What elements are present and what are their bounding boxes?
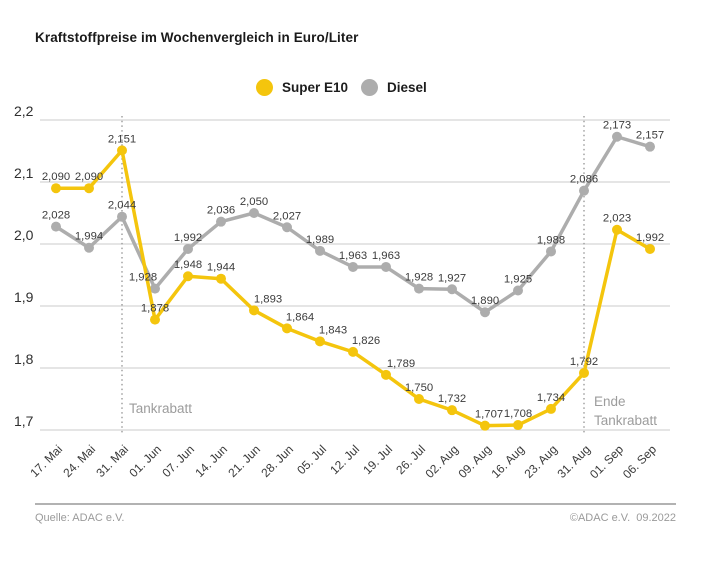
svg-text:09. Aug: 09. Aug: [455, 442, 494, 481]
svg-text:2,086: 2,086: [570, 174, 598, 186]
svg-text:2,023: 2,023: [603, 213, 631, 225]
svg-text:1,925: 1,925: [504, 274, 532, 286]
svg-text:02. Aug: 02. Aug: [422, 442, 461, 481]
svg-text:16. Aug: 16. Aug: [488, 442, 527, 481]
svg-text:1,963: 1,963: [372, 250, 400, 262]
svg-text:24. Mai: 24. Mai: [60, 442, 98, 480]
svg-text:2,173: 2,173: [603, 120, 631, 132]
svg-text:1,708: 1,708: [504, 408, 532, 420]
svg-text:17. Mai: 17. Mai: [27, 442, 65, 480]
svg-text:2,090: 2,090: [42, 171, 70, 183]
svg-text:05. Jul: 05. Jul: [294, 442, 329, 477]
svg-text:19. Jul: 19. Jul: [360, 442, 395, 477]
svg-text:01. Sep: 01. Sep: [587, 442, 626, 481]
svg-text:1,864: 1,864: [286, 311, 314, 323]
svg-text:01. Jun: 01. Jun: [126, 442, 164, 480]
svg-text:12. Jul: 12. Jul: [327, 442, 362, 477]
svg-text:14. Jun: 14. Jun: [192, 442, 230, 480]
svg-text:1,988: 1,988: [537, 234, 565, 246]
svg-text:1,893: 1,893: [254, 293, 282, 305]
svg-text:06. Sep: 06. Sep: [620, 442, 659, 481]
svg-text:2,2: 2,2: [14, 103, 34, 119]
annotation-tankrabatt: Tankrabatt: [129, 401, 193, 416]
svg-text:2,027: 2,027: [273, 210, 301, 222]
svg-text:23. Aug: 23. Aug: [521, 442, 560, 481]
svg-text:1,843: 1,843: [319, 324, 347, 336]
legend-dot-super-e10: [256, 79, 273, 96]
svg-text:2,090: 2,090: [75, 171, 103, 183]
svg-text:2,1: 2,1: [14, 165, 34, 181]
svg-text:21. Jun: 21. Jun: [225, 442, 263, 480]
svg-text:1,732: 1,732: [438, 393, 466, 405]
legend-label-super-e10: Super E10: [282, 80, 349, 95]
svg-text:1,992: 1,992: [636, 232, 664, 244]
svg-text:1,944: 1,944: [207, 262, 235, 274]
svg-text:1,750: 1,750: [405, 382, 433, 394]
svg-text:2,151: 2,151: [108, 133, 136, 145]
footer-copyright: ©ADAC e.V. 09.2022: [569, 512, 676, 524]
footer: Quelle: ADAC e.V. ©ADAC e.V. 09.2022: [35, 512, 676, 524]
svg-text:31. Mai: 31. Mai: [93, 442, 131, 480]
svg-text:1,989: 1,989: [306, 234, 334, 246]
svg-text:1,928: 1,928: [129, 272, 157, 284]
svg-text:1,963: 1,963: [339, 250, 367, 262]
svg-text:1,948: 1,948: [174, 259, 202, 271]
svg-text:1,826: 1,826: [352, 335, 380, 347]
svg-text:2,028: 2,028: [42, 210, 70, 222]
page-title: Kraftstoffpreise im Wochenvergleich in E…: [35, 30, 359, 45]
svg-text:1,7: 1,7: [14, 413, 34, 429]
svg-text:1,792: 1,792: [570, 356, 598, 368]
svg-text:1,8: 1,8: [14, 351, 34, 367]
svg-text:1,789: 1,789: [387, 358, 415, 370]
svg-text:1,734: 1,734: [537, 392, 565, 404]
svg-text:1,890: 1,890: [471, 295, 499, 307]
svg-text:2,0: 2,0: [14, 227, 34, 243]
svg-text:31. Aug: 31. Aug: [554, 442, 593, 481]
svg-text:2,157: 2,157: [636, 130, 664, 142]
svg-text:07. Jun: 07. Jun: [159, 442, 197, 480]
svg-text:1,927: 1,927: [438, 272, 466, 284]
svg-text:1,707: 1,707: [475, 409, 503, 421]
svg-text:28. Jun: 28. Jun: [258, 442, 296, 480]
svg-text:2,044: 2,044: [108, 200, 136, 212]
footer-source: Quelle: ADAC e.V.: [35, 512, 125, 524]
legend-dot-diesel: [361, 79, 379, 96]
annotation-ende-tankrabatt: Ende Tankrabatt: [594, 394, 658, 428]
footer-divider: [35, 503, 676, 505]
svg-text:2,050: 2,050: [240, 196, 268, 208]
chart-legend: Super E10 Diesel: [256, 79, 427, 96]
legend-label-diesel: Diesel: [387, 80, 427, 95]
svg-text:2,036: 2,036: [207, 205, 235, 217]
svg-text:1,992: 1,992: [174, 232, 202, 244]
svg-text:1,994: 1,994: [75, 231, 103, 243]
svg-text:1,878: 1,878: [141, 303, 169, 315]
svg-text:1,9: 1,9: [14, 289, 34, 305]
svg-text:1,928: 1,928: [405, 272, 433, 284]
